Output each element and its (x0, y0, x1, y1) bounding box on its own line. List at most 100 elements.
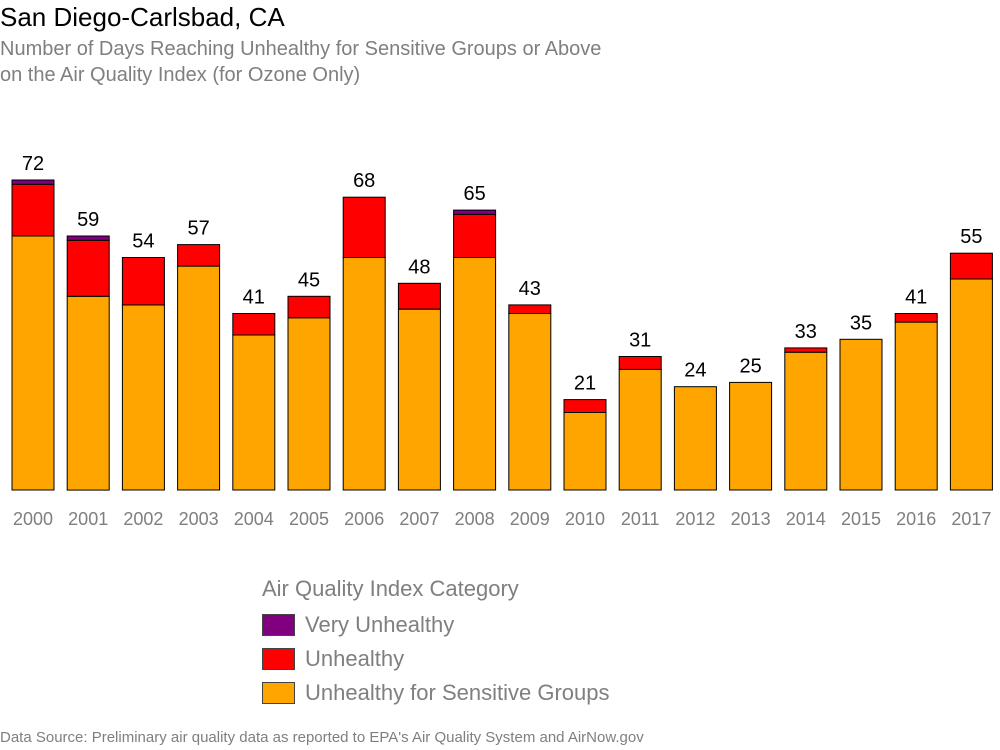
x-tick-label-2016: 2016 (896, 509, 936, 529)
subtitle-line-1: Number of Days Reaching Unhealthy for Se… (0, 38, 602, 60)
x-tick-label-2007: 2007 (399, 509, 439, 529)
bar-segment-unhealthy-for-sensitive-groups-2013 (729, 381, 773, 491)
bar-segment-unhealthy-for-sensitive-groups-2000 (11, 235, 55, 491)
bar-segment-unhealthy-2009 (508, 304, 552, 314)
bar-segment-unhealthy-for-sensitive-groups-2011 (618, 368, 662, 491)
bar-segment-unhealthy-for-sensitive-groups-2004 (232, 334, 276, 491)
x-tick-label-2000: 2000 (13, 509, 53, 529)
x-tick-label-2003: 2003 (179, 509, 219, 529)
legend-label-very-unhealthy: Very Unhealthy (305, 612, 455, 637)
bar-segment-unhealthy-for-sensitive-groups-2009 (508, 313, 552, 491)
data-label-2009: 43 (519, 278, 541, 300)
bar-group-2011 (618, 356, 662, 491)
bar-group-2015 (839, 338, 883, 491)
bar-segment-unhealthy-for-sensitive-groups-2010 (563, 412, 607, 491)
bar-segment-unhealthy-for-sensitive-groups-2015 (839, 338, 883, 491)
x-tick-label-2002: 2002 (123, 509, 163, 529)
bar-group-2014 (784, 347, 828, 491)
x-tick-label-2006: 2006 (344, 509, 384, 529)
legend-item-unhealthy-sensitive: Unhealthy for Sensitive Groups (262, 676, 610, 710)
legend-swatch-unhealthy-sensitive (262, 682, 295, 704)
bar-segment-unhealthy-for-sensitive-groups-2006 (342, 257, 386, 491)
bar-segment-unhealthy-2006 (342, 196, 386, 258)
stacked-bar-chart: 72 2000 59 2001 54 2002 57 2003 41 2004 45 2005 68 20… (11, 153, 993, 529)
data-label-2006: 68 (353, 170, 375, 192)
legend-swatch-very-unhealthy (262, 614, 295, 636)
x-tick-label-2004: 2004 (234, 509, 274, 529)
legend-label-unhealthy: Unhealthy (305, 646, 405, 671)
chart-subtitle: Number of Days Reaching Unhealthy for Se… (0, 36, 601, 88)
bar-segment-unhealthy-for-sensitive-groups-2001 (66, 295, 110, 491)
bar-group-2006 (342, 196, 386, 491)
data-label-2011: 31 (629, 330, 651, 352)
data-label-2012: 24 (684, 360, 706, 382)
bar-segment-very-unhealthy-2008 (453, 209, 497, 215)
x-tick-label-2009: 2009 (510, 509, 550, 529)
data-label-2010: 21 (574, 373, 596, 395)
x-tick-label-2001: 2001 (68, 509, 108, 529)
bar-group-2008 (453, 209, 497, 491)
bar-segment-unhealthy-2005 (287, 295, 331, 319)
bar-segment-unhealthy-for-sensitive-groups-2008 (453, 257, 497, 491)
data-label-2017: 55 (960, 226, 982, 248)
bar-group-2001 (66, 235, 110, 491)
data-label-2007: 48 (408, 256, 430, 278)
bar-group-2016 (894, 313, 938, 491)
legend-label-unhealthy-sensitive: Unhealthy for Sensitive Groups (305, 680, 610, 705)
bar-segment-unhealthy-for-sensitive-groups-2012 (673, 386, 717, 491)
bar-group-2013 (729, 381, 773, 491)
bar-segment-unhealthy-for-sensitive-groups-2007 (397, 308, 441, 491)
data-label-2004: 41 (243, 287, 265, 309)
bar-segment-very-unhealthy-2001 (66, 235, 110, 241)
bar-segment-unhealthy-for-sensitive-groups-2014 (784, 351, 828, 491)
data-label-2001: 59 (77, 209, 99, 231)
bar-segment-unhealthy-for-sensitive-groups-2017 (949, 278, 993, 491)
bar-segment-unhealthy-2011 (618, 356, 662, 370)
bar-group-2000 (11, 179, 55, 491)
x-tick-label-2012: 2012 (675, 509, 715, 529)
bar-segment-unhealthy-2016 (894, 313, 938, 323)
legend-item-unhealthy: Unhealthy (262, 642, 610, 676)
legend-title: Air Quality Index Category (262, 576, 519, 601)
bar-segment-unhealthy-2007 (397, 282, 441, 310)
data-label-2015: 35 (850, 312, 872, 334)
x-tick-label-2015: 2015 (841, 509, 881, 529)
bar-segment-unhealthy-for-sensitive-groups-2002 (121, 304, 165, 491)
bar-group-2004 (232, 313, 276, 491)
data-label-2013: 25 (739, 355, 761, 377)
data-label-2000: 72 (22, 153, 44, 175)
bar-segment-unhealthy-2002 (121, 257, 165, 306)
bar-group-2002 (121, 257, 165, 491)
bar-group-2007 (397, 282, 441, 491)
bar-segment-unhealthy-2000 (11, 183, 55, 237)
x-tick-label-2014: 2014 (786, 509, 826, 529)
bar-segment-unhealthy-for-sensitive-groups-2016 (894, 321, 938, 491)
data-label-2016: 41 (905, 287, 927, 309)
bar-segment-unhealthy-2014 (784, 347, 828, 353)
bar-segment-unhealthy-2010 (563, 399, 607, 414)
x-tick-label-2011: 2011 (621, 509, 660, 529)
x-tick-label-2008: 2008 (455, 509, 495, 529)
bar-segment-unhealthy-2003 (177, 244, 221, 267)
bar-segment-unhealthy-2004 (232, 313, 276, 336)
bar-group-2009 (508, 304, 552, 491)
data-source-note: Data Source: Preliminary air quality dat… (0, 729, 644, 746)
x-tick-label-2017: 2017 (951, 509, 991, 529)
data-label-2005: 45 (298, 269, 320, 291)
bar-segment-unhealthy-for-sensitive-groups-2003 (177, 265, 221, 491)
bar-segment-unhealthy-for-sensitive-groups-2005 (287, 317, 331, 491)
x-tick-label-2005: 2005 (289, 509, 329, 529)
bar-group-2012 (673, 386, 717, 491)
bar-group-2003 (177, 244, 221, 491)
legend-swatch-unhealthy (262, 648, 295, 670)
data-label-2014: 33 (795, 321, 817, 343)
chart-title: San Diego-Carlsbad, CA (0, 2, 285, 32)
subtitle-line-2: on the Air Quality Index (for Ozone Only… (0, 64, 361, 86)
bar-group-2005 (287, 295, 331, 491)
bar-segment-unhealthy-2017 (949, 252, 993, 280)
data-label-2003: 57 (187, 218, 209, 240)
legend: Air Quality Index Category Very Unhealth… (262, 576, 610, 710)
bar-segment-very-unhealthy-2000 (11, 179, 55, 185)
x-tick-label-2010: 2010 (565, 509, 605, 529)
data-label-2008: 65 (463, 183, 485, 205)
